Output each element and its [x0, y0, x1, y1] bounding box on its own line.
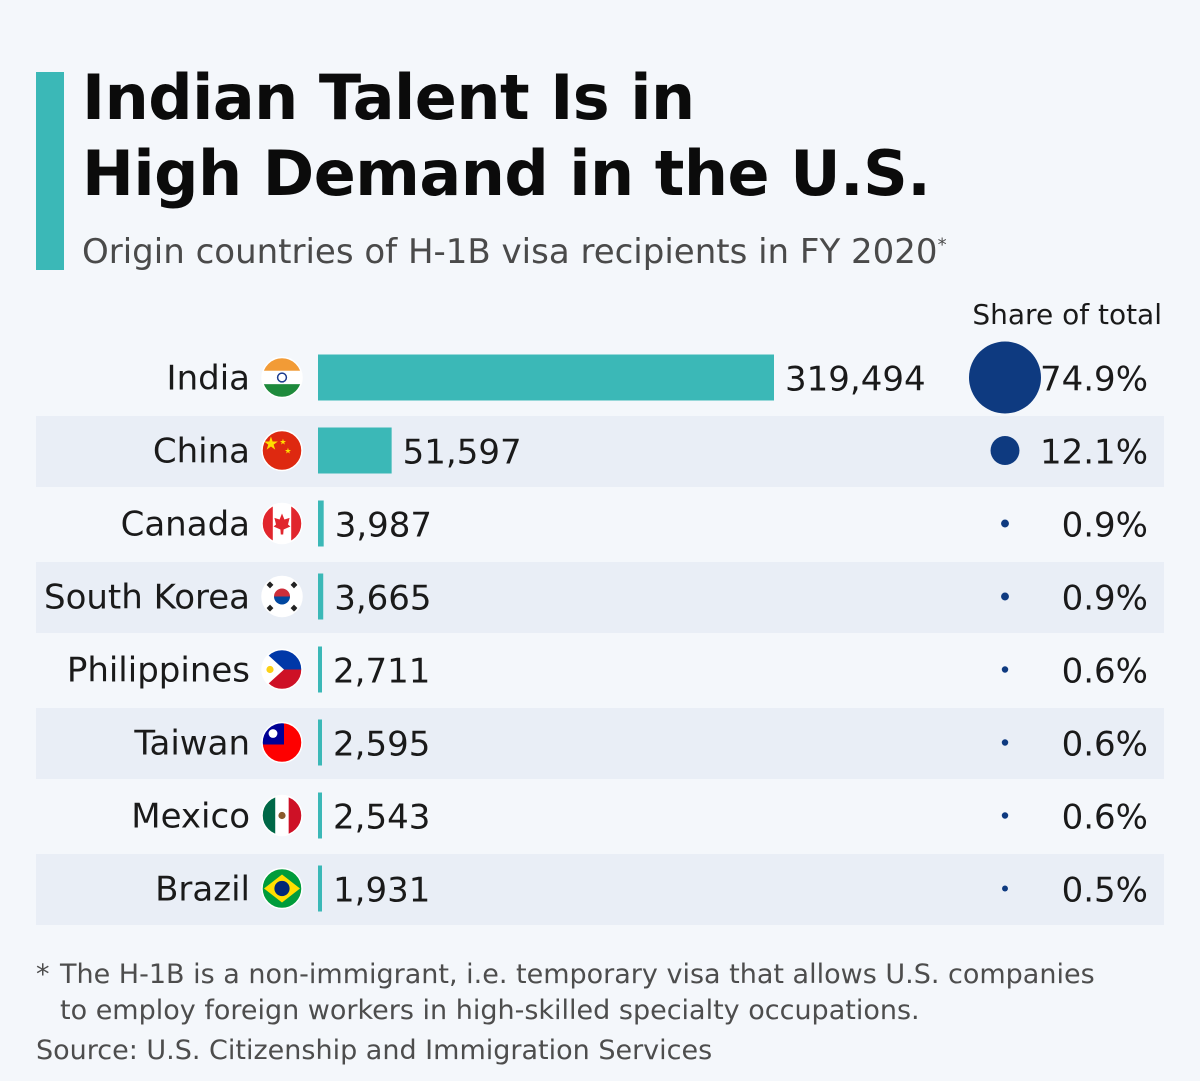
bar-row: Canada 3,987 0.9% [121, 500, 1148, 547]
south-korea-flag-icon [262, 576, 302, 617]
row-stripe [36, 562, 1164, 633]
value-label: 51,597 [403, 433, 522, 473]
subtitle-text: Origin countries of H-1B visa recipients… [82, 232, 938, 272]
share-label: 74.9% [1040, 360, 1148, 400]
bar [318, 354, 774, 401]
footnote-star: * [36, 959, 50, 990]
source-note: Source: U.S. Citizenship and Immigration… [36, 1035, 713, 1066]
share-bubble [1002, 885, 1008, 892]
row-stripe [36, 416, 1164, 487]
share-label: 0.6% [1062, 798, 1148, 838]
footnote-line-1: The H-1B is a non-immigrant, i.e. tempor… [60, 959, 1095, 990]
category-label: Mexico [131, 797, 250, 837]
category-label: India [167, 359, 250, 399]
category-label: Philippines [67, 651, 250, 691]
chart-subtitle: Origin countries of H-1B visa recipients… [82, 232, 947, 272]
footnote: * The H-1B is a non-immigrant, i.e. tempo… [36, 957, 1166, 1029]
category-label: Canada [121, 505, 250, 545]
canada-flag-icon [262, 503, 302, 544]
share-label: 0.9% [1062, 506, 1148, 546]
title-line-1: Indian Talent Is in [82, 61, 695, 134]
footnote-line-2: to employ foreign workers in high-skille… [60, 995, 920, 1026]
category-label: China [153, 432, 250, 472]
china-flag-icon: ★ ★★ [262, 430, 302, 471]
svg-text:★: ★ [284, 447, 291, 456]
share-label: 0.6% [1062, 725, 1148, 765]
bar [318, 427, 392, 474]
value-label: 2,543 [333, 798, 430, 838]
row-stripe [36, 854, 1164, 925]
value-label: 2,711 [333, 652, 430, 692]
bar-row: Philippines 2,711 0.6% [67, 646, 1148, 693]
share-label: 12.1% [1040, 433, 1148, 473]
bar-row: South Korea 3,665 0.9% [36, 562, 1164, 633]
taiwan-flag-icon [262, 722, 302, 763]
svg-text:★: ★ [279, 438, 286, 447]
bar [318, 792, 322, 839]
title-line-2: High Demand in the U.S. [82, 137, 931, 210]
bar [318, 573, 324, 620]
bar-row: India 319,494 74.9% [167, 341, 1148, 414]
category-label: South Korea [44, 578, 250, 618]
bar-row: Mexico 2,543 0.6% [131, 792, 1148, 839]
share-bubble [1001, 519, 1009, 528]
brazil-flag-icon [262, 868, 302, 909]
bar-row: Brazil 1,931 0.5% [36, 854, 1164, 925]
share-bubble [1001, 739, 1009, 746]
bar [318, 865, 322, 912]
share-bubble [969, 341, 1041, 414]
share-column-header: Share of total [972, 298, 1162, 331]
share-bubble [1001, 812, 1009, 819]
share-bubble [1001, 666, 1009, 673]
value-label: 2,595 [333, 725, 430, 765]
row-stripe [36, 708, 1164, 779]
share-label: 0.9% [1062, 579, 1148, 619]
svg-text:★: ★ [263, 434, 279, 455]
share-label: 0.6% [1062, 652, 1148, 692]
value-label: 3,987 [335, 506, 432, 546]
category-label: Taiwan [133, 724, 250, 764]
share-label: 0.5% [1062, 871, 1148, 911]
bar [318, 646, 322, 693]
bar-row: Taiwan 2,595 0.6% [36, 708, 1164, 779]
category-label: Brazil [155, 870, 250, 910]
value-label: 319,494 [785, 360, 926, 400]
share-bubble [1001, 592, 1009, 601]
bar [318, 719, 322, 766]
subtitle-footnote-mark: * [937, 234, 947, 256]
chart-title: Indian Talent Is in High Demand in the U… [82, 60, 1162, 212]
title-accent-bar [36, 72, 64, 270]
value-label: 3,665 [334, 579, 431, 619]
philippines-flag-icon [262, 649, 302, 690]
bar-row: China ★ ★★ 51,597 12.1% [36, 416, 1164, 487]
share-bubble [990, 436, 1020, 465]
value-label: 1,931 [333, 871, 430, 911]
bar [318, 500, 324, 547]
